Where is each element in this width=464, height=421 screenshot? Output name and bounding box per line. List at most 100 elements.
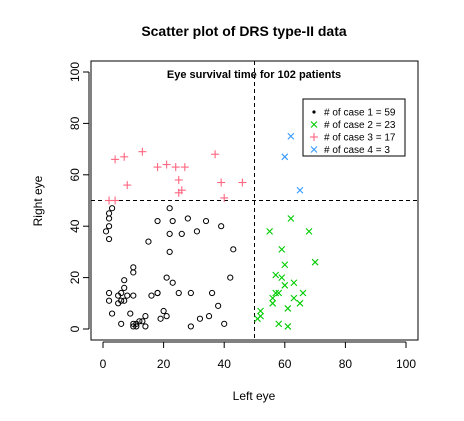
data-point-case-3	[123, 181, 132, 190]
x-tick-label: 20	[157, 357, 171, 371]
data-point-case-1	[105, 215, 113, 222]
data-point-case-1	[105, 297, 113, 304]
data-point-case-1	[130, 269, 137, 276]
data-point-case-1	[163, 274, 170, 281]
data-point-case-1	[142, 323, 149, 330]
data-point-case-1	[118, 289, 125, 297]
legend-box	[302, 98, 406, 157]
y-axis: 0 20 40 60 80 100	[68, 62, 90, 332]
x-axis: 0 20 40 60 80 100	[100, 341, 416, 371]
data-point-case-2-stroke	[272, 289, 280, 297]
data-point-case-2-stroke	[257, 307, 264, 315]
data-point-case-2-stroke	[266, 227, 274, 235]
data-point-case-2-stroke	[281, 281, 289, 289]
x-axis-label: Left eye	[233, 389, 276, 403]
legend-entry: # of case 4 = 3	[324, 145, 390, 156]
data-point-case-2-stroke	[311, 258, 319, 266]
data-point-case-1	[202, 217, 210, 225]
y-axis-label: Right eye	[31, 175, 45, 226]
data-point-case-2-stroke	[299, 289, 307, 297]
data-point-case-1	[127, 310, 134, 317]
data-point-case-2	[269, 294, 277, 302]
data-point-case-1	[121, 297, 128, 304]
data-point-case-1	[169, 217, 176, 225]
data-point-case-1	[145, 238, 152, 245]
y-tick-label: 80	[68, 116, 82, 130]
x-tick-label: 40	[218, 357, 232, 371]
y-tick-label: 0	[68, 325, 82, 332]
data-point-case-2	[278, 245, 286, 253]
data-point-case-2	[284, 305, 292, 312]
data-point-case-1	[230, 246, 237, 253]
data-point-case-2-stroke	[269, 299, 277, 307]
data-point-case-1	[166, 205, 173, 212]
data-point-case-1	[208, 289, 216, 297]
data-point-case-2-stroke	[278, 245, 286, 253]
data-point-case-2-stroke	[275, 289, 283, 297]
data-point-case-3	[120, 152, 129, 161]
data-point-case-2	[257, 307, 264, 315]
data-point-case-1	[121, 277, 128, 284]
data-point-case-2-stroke	[278, 274, 286, 281]
data-point-case-2-stroke	[269, 294, 277, 302]
data-point-case-3	[177, 186, 186, 195]
legend-marker	[310, 121, 318, 128]
data-point-case-1	[166, 248, 173, 255]
chart-title: Scatter plot of DRS type-II data	[141, 23, 347, 39]
data-point-case-1	[163, 313, 170, 320]
data-point-case-4	[287, 132, 295, 140]
data-point-case-1	[136, 318, 143, 325]
data-point-case-1	[118, 320, 125, 327]
data-point-case-2-stroke	[272, 271, 280, 279]
data-point-case-1	[196, 315, 204, 322]
data-point-case-3	[174, 175, 183, 184]
legend-marker	[310, 133, 318, 141]
data-point-case-4-stroke	[281, 153, 289, 161]
data-point-case-1	[118, 297, 125, 304]
data-point-case-2	[290, 294, 298, 302]
legend-entry: # of case 3 = 17	[324, 133, 396, 144]
reference-lines	[91, 61, 418, 340]
legend-marker-stroke	[310, 146, 318, 153]
data-point-case-1	[205, 313, 213, 320]
data-point-case-2	[266, 227, 274, 235]
x-tick-label: 100	[396, 357, 416, 371]
data-point-case-1	[157, 315, 164, 322]
data-point-case-2-stroke	[257, 312, 264, 320]
legend-entry: # of case 1 = 59	[324, 108, 396, 119]
y-tick-label: 60	[68, 168, 82, 182]
data-point-case-1	[105, 223, 113, 230]
data-point-case-2	[287, 215, 295, 222]
data-point-case-1	[139, 318, 146, 325]
data-point-case-2	[290, 279, 298, 287]
data-point-case-3	[217, 178, 226, 187]
data-point-case-2-stroke	[287, 215, 295, 222]
data-point-case-2-stroke	[296, 299, 304, 307]
data-point-case-4	[281, 153, 289, 161]
legend-marker	[310, 146, 318, 153]
data-point-case-3	[111, 196, 120, 205]
data-point-case-1	[105, 210, 113, 217]
data-point-case-2	[278, 274, 286, 281]
x-tick-label: 60	[278, 357, 292, 371]
data-point-case-1	[193, 228, 201, 235]
data-point-case-1	[105, 289, 113, 297]
data-point-case-1	[227, 274, 234, 281]
data-point-case-2	[299, 289, 307, 297]
data-point-case-1	[108, 205, 116, 212]
data-point-case-2	[305, 227, 313, 235]
data-point-case-1	[108, 310, 116, 317]
legend-entry: # of case 2 = 23	[324, 120, 396, 131]
legend-marker-stroke	[310, 121, 318, 128]
data-point-case-1	[160, 307, 167, 315]
data-point-case-2	[269, 299, 277, 307]
data-point-case-1	[121, 284, 128, 291]
data-point-case-2	[272, 289, 280, 297]
data-point-case-1	[142, 313, 149, 320]
data-point-case-1	[154, 289, 161, 297]
legend: # of case 1 = 59# of case 2 = 23 # of cas…	[302, 98, 406, 157]
data-point-case-3	[153, 163, 162, 172]
data-point-case-1	[130, 264, 137, 271]
legend-marker	[312, 110, 316, 114]
